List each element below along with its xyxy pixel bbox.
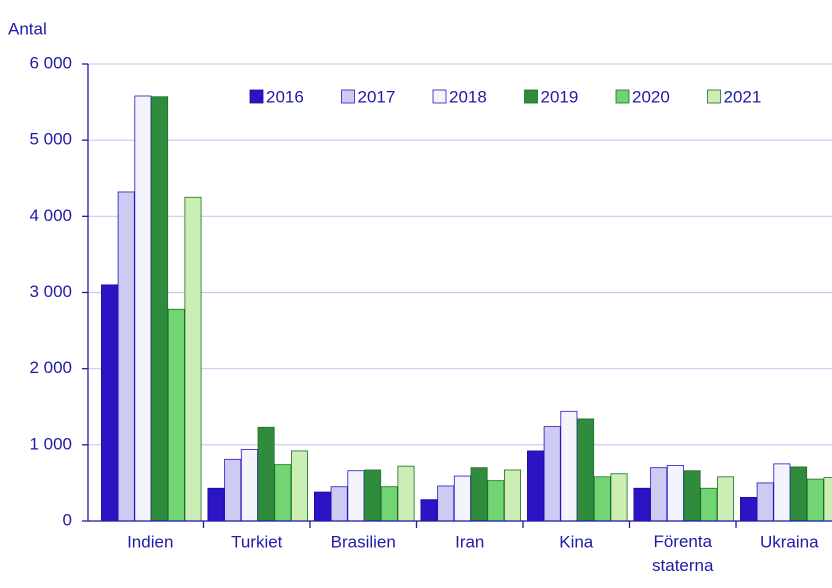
legend-swatch (524, 89, 538, 104)
bar (773, 463, 791, 522)
x-tick-label: Turkiet (231, 532, 283, 551)
bar (101, 284, 119, 522)
bar (610, 473, 628, 522)
legend-swatch (707, 89, 721, 104)
bar (167, 308, 185, 522)
legend-label: 2018 (449, 87, 487, 106)
bar (470, 467, 488, 522)
bar (330, 486, 348, 522)
bar (717, 476, 735, 522)
y-tick-label: 4 000 (29, 206, 72, 225)
bar (184, 196, 202, 522)
bar (593, 476, 611, 522)
bar (756, 482, 774, 522)
y-tick-label: 1 000 (29, 434, 72, 453)
bar (666, 464, 684, 522)
x-tick-label: Ukraina (760, 532, 819, 551)
bar (347, 470, 365, 522)
bar (453, 475, 471, 522)
bar (437, 485, 455, 522)
legend-label: 2016 (266, 87, 304, 106)
y-tick-label: 5 000 (29, 130, 72, 149)
x-tick-label: Förenta staterna (652, 532, 714, 575)
bar (134, 95, 152, 522)
x-tick-label: Kina (559, 532, 594, 551)
bar (577, 418, 595, 522)
bar (313, 491, 331, 522)
bar (823, 477, 832, 522)
x-tick-label: Iran (455, 532, 484, 551)
bar (806, 478, 824, 522)
bar (240, 449, 258, 522)
bar (560, 410, 578, 522)
bar (151, 96, 169, 522)
bar (274, 464, 292, 522)
bar (487, 480, 505, 522)
bar (503, 469, 521, 522)
legend-swatch (341, 89, 355, 104)
y-tick-label: 2 000 (29, 358, 72, 377)
bar (527, 450, 545, 522)
x-tick-label: Indien (127, 532, 173, 551)
bar (543, 426, 561, 522)
x-tick-label: Brasilien (331, 532, 396, 551)
bar (290, 450, 308, 522)
legend-label: 2020 (632, 87, 670, 106)
bar (397, 465, 415, 522)
bar (224, 458, 242, 522)
bar (740, 496, 758, 522)
bar (364, 469, 382, 522)
bar (420, 499, 438, 522)
bar (683, 470, 701, 522)
bar (257, 426, 275, 522)
legend-label: 2019 (541, 87, 579, 106)
legend-label: 2017 (358, 87, 396, 106)
legend-swatch (432, 89, 447, 104)
y-tick-label: 3 000 (29, 282, 72, 301)
y-axis-label: Antal (8, 19, 47, 38)
bar (207, 487, 225, 522)
legend-swatch (249, 89, 264, 104)
y-tick-label: 0 (63, 510, 72, 529)
bar (117, 191, 135, 522)
bar (650, 467, 668, 522)
bar (790, 466, 808, 522)
y-tick-label: 6 000 (29, 53, 72, 72)
bar (380, 486, 398, 522)
bar (633, 487, 651, 522)
legend-swatch (615, 89, 630, 104)
legend-label: 2021 (724, 87, 762, 106)
bar (700, 487, 718, 522)
